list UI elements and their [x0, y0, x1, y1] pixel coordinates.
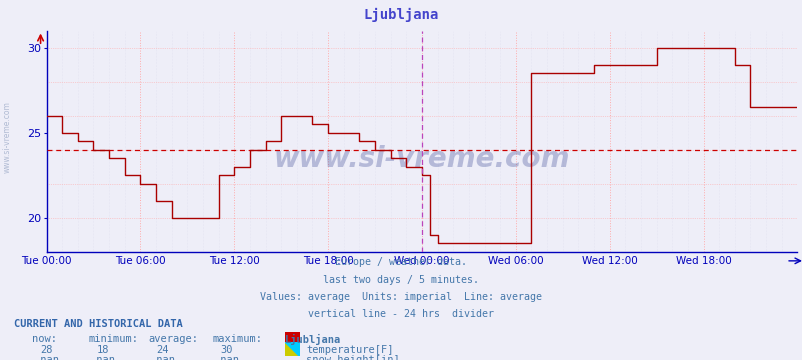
Text: www.si-vreme.com: www.si-vreme.com	[273, 145, 569, 173]
Text: Ljubljana: Ljubljana	[363, 8, 439, 22]
Text: temperature[F]: temperature[F]	[306, 345, 393, 355]
Text: CURRENT AND HISTORICAL DATA: CURRENT AND HISTORICAL DATA	[14, 319, 183, 329]
Text: Values: average  Units: imperial  Line: average: Values: average Units: imperial Line: av…	[260, 292, 542, 302]
Text: Ljubljana: Ljubljana	[285, 334, 341, 345]
Text: 24: 24	[156, 345, 169, 355]
Text: last two days / 5 minutes.: last two days / 5 minutes.	[323, 275, 479, 285]
Text: average:: average:	[148, 334, 198, 344]
Text: 30: 30	[221, 345, 233, 355]
Text: vertical line - 24 hrs  divider: vertical line - 24 hrs divider	[308, 309, 494, 319]
Text: Europe / weather data.: Europe / weather data.	[335, 257, 467, 267]
Text: snow height[in]: snow height[in]	[306, 355, 399, 360]
Text: -nan: -nan	[34, 355, 59, 360]
Text: -nan: -nan	[214, 355, 239, 360]
Text: -nan: -nan	[90, 355, 115, 360]
Text: now:: now:	[32, 334, 57, 344]
Text: -nan: -nan	[150, 355, 175, 360]
Text: maximum:: maximum:	[213, 334, 262, 344]
Text: 28: 28	[40, 345, 53, 355]
Text: www.si-vreme.com: www.si-vreme.com	[2, 101, 12, 173]
Text: minimum:: minimum:	[88, 334, 138, 344]
Text: 18: 18	[96, 345, 109, 355]
Polygon shape	[285, 342, 299, 356]
